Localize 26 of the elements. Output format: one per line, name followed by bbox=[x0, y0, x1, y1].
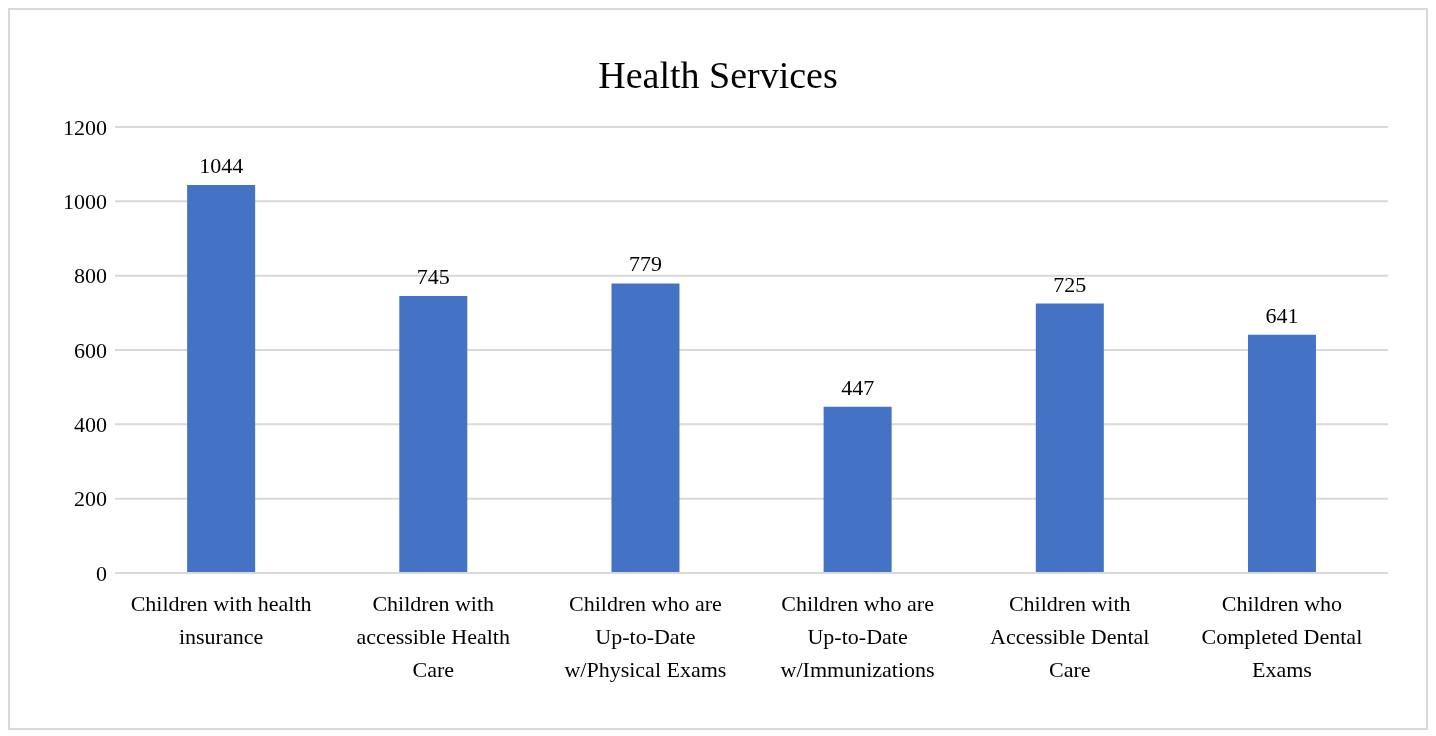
y-tick-label: 600 bbox=[74, 337, 107, 363]
x-tick-label: Children who are Up-to-Date w/Physical Exams bbox=[564, 590, 727, 682]
y-tick-label: 1000 bbox=[63, 189, 107, 215]
x-tick-label: Children who are Up-to-Date w/Immunizations bbox=[780, 590, 935, 682]
data-label: 1044 bbox=[199, 152, 244, 178]
chart-title: Health Services bbox=[598, 54, 838, 96]
bar bbox=[611, 283, 680, 573]
bar bbox=[1247, 334, 1316, 573]
y-tick-label: 0 bbox=[96, 560, 107, 586]
data-label: 447 bbox=[841, 374, 875, 400]
y-tick-label: 800 bbox=[74, 263, 107, 289]
data-label: 745 bbox=[416, 264, 450, 290]
bar bbox=[1035, 303, 1104, 573]
x-tick-label: Children with Accessible Dental Care bbox=[990, 590, 1150, 682]
x-tick-label: Children who Completed Dental Exams bbox=[1201, 590, 1363, 682]
y-tick-label: 400 bbox=[74, 412, 107, 438]
x-tick-label: Children with health insurance bbox=[130, 590, 312, 649]
y-tick-label: 1200 bbox=[63, 114, 107, 140]
y-tick-label: 200 bbox=[74, 486, 107, 512]
bar bbox=[187, 184, 256, 573]
x-tick-label: Children with accessible Health Care bbox=[356, 590, 510, 682]
bar bbox=[823, 406, 892, 573]
bar bbox=[399, 296, 468, 573]
data-label: 725 bbox=[1053, 271, 1087, 297]
data-label: 641 bbox=[1265, 302, 1299, 328]
data-label: 779 bbox=[628, 251, 662, 277]
